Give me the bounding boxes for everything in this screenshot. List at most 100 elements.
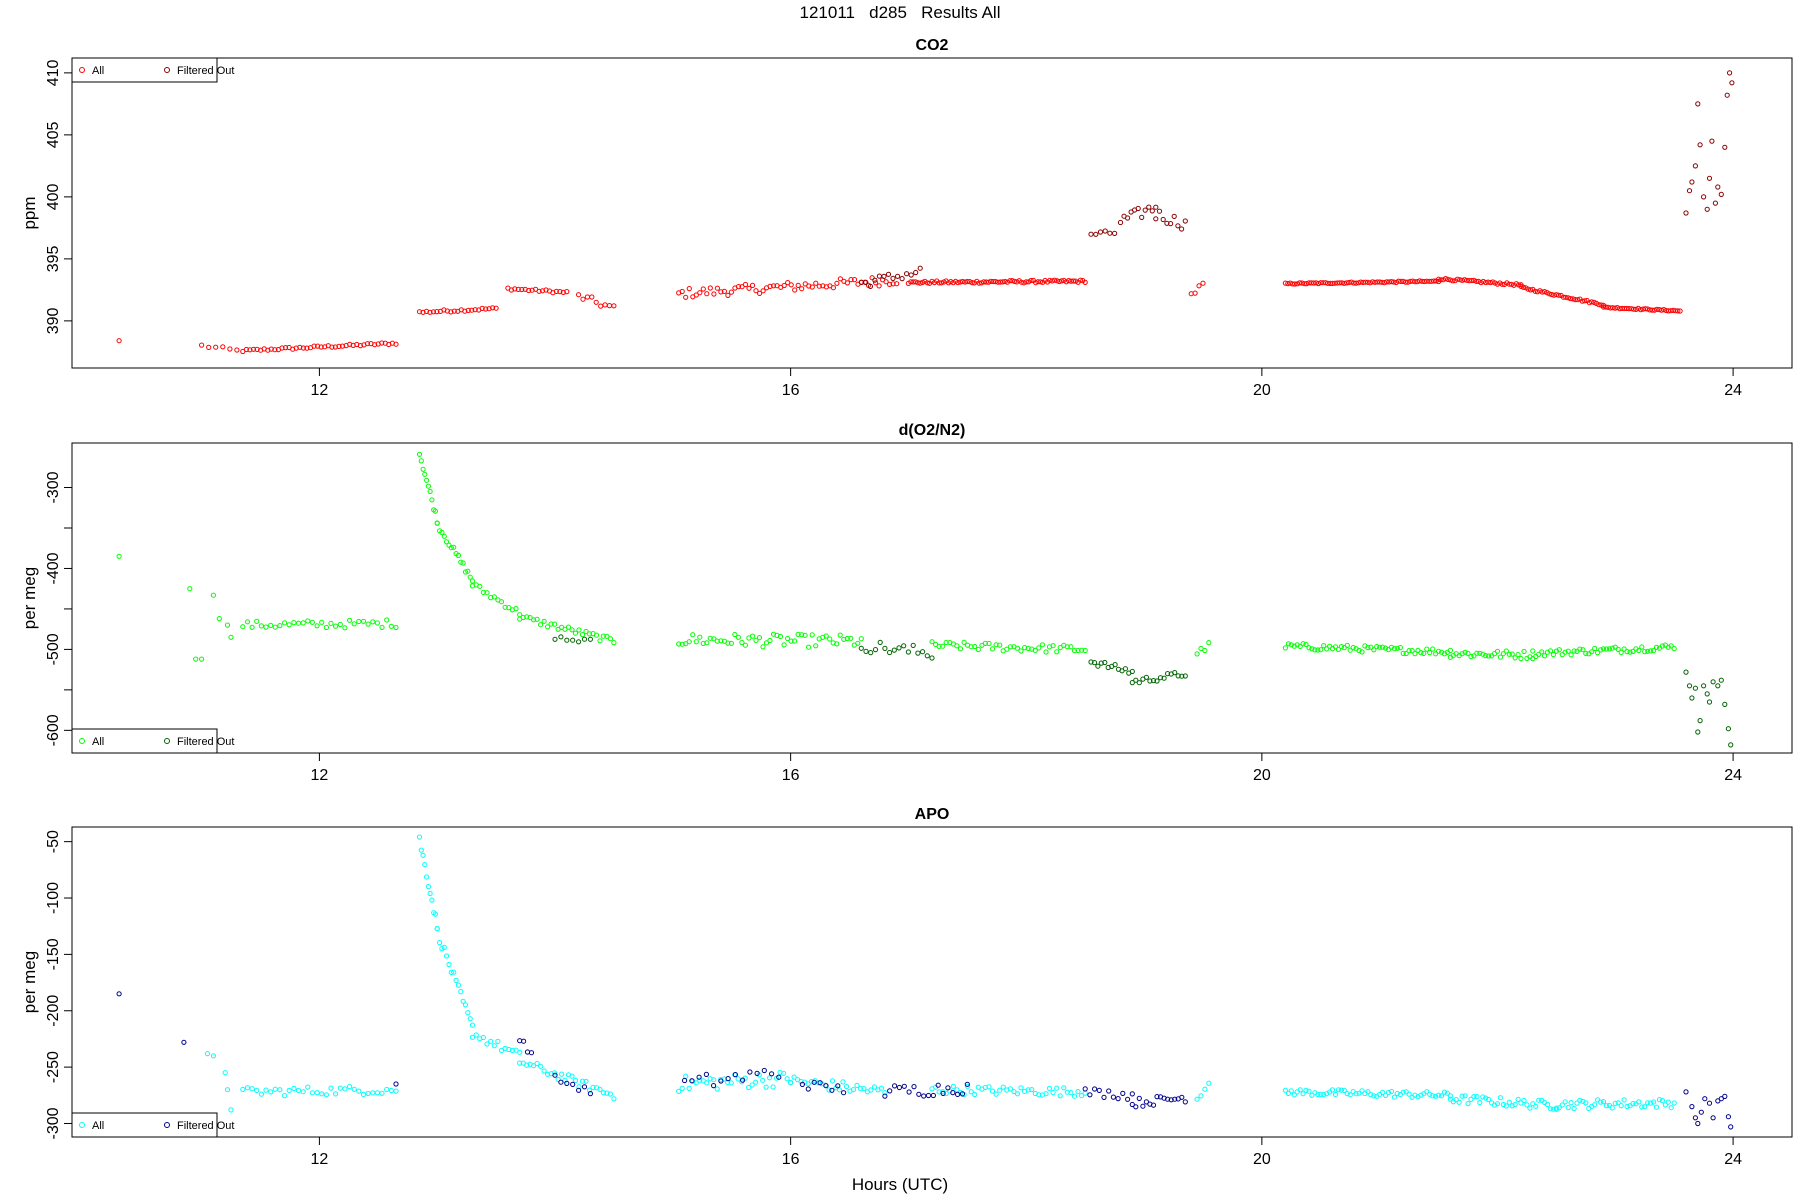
apo-point-all: [579, 1078, 586, 1084]
co2-point-all: [1464, 277, 1470, 283]
o2n2-point-filtered: [915, 650, 921, 656]
apo-point-filtered: [916, 1091, 922, 1097]
o2n2-point-all: [679, 641, 685, 647]
o2n2-point-all: [254, 618, 260, 624]
co2-x-tick-label: 12: [310, 382, 328, 399]
co2-point-all: [1596, 302, 1602, 308]
apo-point-all: [707, 1076, 713, 1082]
apo-point-all: [1471, 1094, 1477, 1100]
o2n2-point-all: [1530, 648, 1536, 654]
apo-point-all: [1642, 1104, 1648, 1110]
co2-point-all: [1299, 280, 1305, 286]
co2-point-all: [1670, 307, 1676, 313]
co2-point-all: [967, 279, 973, 285]
co2-point-all: [283, 345, 289, 351]
o2n2-point-all: [1057, 645, 1063, 651]
apo-point-all: [711, 1077, 717, 1083]
o2n2-point-all: [384, 617, 390, 623]
apo-point-all: [458, 989, 464, 995]
apo-point-all: [488, 1038, 494, 1044]
co2-plot-frame: [71, 57, 1793, 369]
apo-point-all: [434, 926, 440, 932]
apo-point-all: [465, 1010, 471, 1016]
apo-point-all: [333, 1091, 339, 1097]
co2-point-filtered: [1701, 194, 1707, 200]
co2-point-all: [393, 341, 399, 347]
apo-point-all: [1559, 1102, 1565, 1108]
o2n2-point-filtered: [1706, 699, 1713, 705]
co2-point-all: [908, 279, 914, 285]
o2n2-point-filtered: [920, 649, 926, 655]
co2-point-all: [1506, 281, 1512, 287]
co2-point-all: [983, 279, 989, 285]
o2n2-point-filtered: [891, 647, 897, 653]
co2-point-all: [679, 288, 685, 295]
co2-point-filtered: [1135, 205, 1141, 212]
apo-point-all: [210, 1053, 216, 1059]
apo-point-filtered: [1136, 1095, 1142, 1102]
apo-point-all: [1565, 1105, 1571, 1111]
co2-point-filtered: [1712, 200, 1719, 206]
co2-point-all: [1322, 280, 1329, 286]
apo-point-all: [972, 1091, 978, 1098]
o2n2-point-all: [1359, 649, 1365, 655]
o2n2-point-all: [972, 643, 978, 650]
apo-point-filtered: [1140, 1103, 1146, 1109]
apo-legend: [71, 1112, 218, 1138]
co2-point-all: [1009, 278, 1015, 284]
o2n2-point-all: [455, 552, 461, 559]
apo-point-filtered: [747, 1069, 753, 1075]
o2n2-point-all: [1356, 647, 1362, 654]
co2-point-all: [1431, 278, 1437, 284]
o2n2-point-filtered: [1129, 680, 1135, 686]
apo-point-filtered: [829, 1087, 835, 1093]
co2-point-all: [1612, 305, 1618, 311]
apo-point-filtered: [564, 1080, 570, 1087]
apo-point-filtered: [576, 1087, 582, 1093]
o2n2-point-all: [1577, 646, 1583, 652]
o2n2-point-all: [1553, 648, 1560, 654]
apo-legend-marker: [164, 1122, 170, 1128]
apo-point-all: [455, 982, 461, 988]
o2n2-point-all: [1391, 646, 1398, 652]
apo-point-all: [422, 862, 428, 868]
o2n2-point-filtered: [552, 636, 558, 642]
co2-point-all: [1654, 306, 1660, 312]
o2n2-point-all: [531, 617, 537, 623]
apo-point-all: [444, 953, 450, 959]
co2-point-all: [213, 344, 219, 350]
co2-point-all: [1428, 278, 1435, 284]
co2-point-all: [1360, 279, 1366, 285]
apo-point-all: [1618, 1103, 1624, 1109]
o2n2-point-all: [342, 625, 348, 631]
co2-point-all: [1066, 278, 1072, 284]
o2n2-point-all: [1312, 647, 1318, 653]
co2-point-all: [539, 288, 546, 294]
apo-point-filtered: [955, 1091, 961, 1098]
apo-point-filtered: [1129, 1091, 1135, 1097]
o2n2-point-all: [749, 633, 756, 639]
o2n2-point-all: [337, 621, 343, 628]
o2n2-point-all: [844, 635, 850, 642]
o2n2-point-all: [586, 631, 593, 637]
o2n2-point-all: [465, 568, 471, 574]
co2-point-all: [1325, 280, 1331, 286]
co2-point-all: [917, 280, 923, 286]
apo-y-axis-label: per meg: [20, 951, 39, 1013]
co2-point-all: [1306, 280, 1312, 286]
apo-point-all: [760, 1077, 766, 1083]
apo-point-all: [1462, 1093, 1468, 1099]
co2-point-all: [1200, 280, 1206, 286]
o2n2-y-axis-label: per meg: [20, 567, 39, 629]
o2n2-point-all: [1306, 645, 1312, 651]
o2n2-point-all: [993, 642, 999, 648]
apo-point-all: [1441, 1089, 1448, 1095]
o2n2-point-all: [1324, 646, 1330, 652]
apo-point-all: [600, 1090, 607, 1096]
o2n2-point-all: [785, 635, 791, 642]
apo-point-all: [583, 1078, 589, 1084]
o2n2-x-tick-label: 24: [1724, 767, 1742, 784]
co2-point-all: [1018, 279, 1025, 285]
o2n2-legend-marker: [79, 738, 85, 744]
co2-point-all: [1626, 306, 1632, 312]
